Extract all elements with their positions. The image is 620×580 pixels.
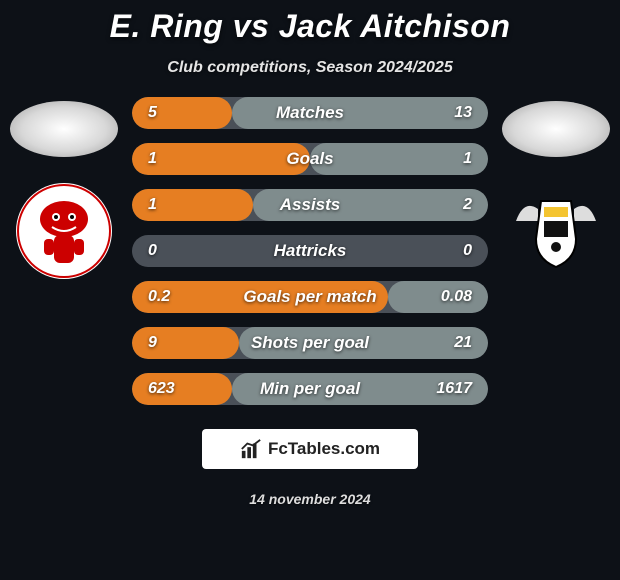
left-player-column [4, 97, 124, 281]
stat-label: Goals per match [243, 287, 376, 307]
page-title: E. Ring vs Jack Aitchison [0, 0, 620, 45]
stat-row: 623 Min per goal 1617 [132, 373, 488, 405]
stat-left-value: 0.2 [148, 288, 170, 306]
player-silhouette-left [10, 101, 118, 157]
stat-right-value: 1 [463, 150, 472, 168]
stat-label: Shots per goal [251, 333, 369, 353]
player-silhouette-right [502, 101, 610, 157]
lincoln-crest-icon [14, 181, 114, 281]
stat-bar-left [132, 143, 310, 175]
stat-row: 0.2 Goals per match 0.08 [132, 281, 488, 313]
stat-left-value: 5 [148, 104, 157, 122]
right-player-column [496, 97, 616, 281]
stat-left-value: 9 [148, 334, 157, 352]
stat-row: 5 Matches 13 [132, 97, 488, 129]
stat-label: Hattricks [274, 241, 347, 261]
stat-bar-right [310, 143, 488, 175]
date-label: 14 november 2024 [0, 491, 620, 507]
stat-bar-left [132, 373, 232, 405]
stat-left-value: 1 [148, 196, 157, 214]
page-subtitle: Club competitions, Season 2024/2025 [0, 59, 620, 77]
stat-left-value: 0 [148, 242, 157, 260]
stat-right-value: 1617 [436, 380, 472, 398]
content-layout: 5 Matches 13 1 Goals 1 1 Assists 2 0 Hat… [0, 97, 620, 405]
exeter-crest-icon [506, 181, 606, 281]
stat-row: 0 Hattricks 0 [132, 235, 488, 267]
stat-right-value: 13 [454, 104, 472, 122]
club-badge-right [506, 181, 606, 281]
stat-row: 1 Assists 2 [132, 189, 488, 221]
stat-left-value: 623 [148, 380, 175, 398]
stat-bar-right [232, 97, 488, 129]
stat-bar-left [132, 97, 232, 129]
stat-right-value: 21 [454, 334, 472, 352]
club-badge-left [14, 181, 114, 281]
brand-text: FcTables.com [268, 439, 380, 459]
brand-box[interactable]: FcTables.com [202, 429, 418, 469]
stat-label: Min per goal [260, 379, 360, 399]
stat-right-value: 0 [463, 242, 472, 260]
brand-chart-icon [240, 438, 262, 460]
stats-container: 5 Matches 13 1 Goals 1 1 Assists 2 0 Hat… [124, 97, 496, 405]
stat-label: Goals [286, 149, 333, 169]
stat-right-value: 2 [463, 196, 472, 214]
stat-left-value: 1 [148, 150, 157, 168]
stat-row: 9 Shots per goal 21 [132, 327, 488, 359]
stat-bar-right [388, 281, 488, 313]
stat-row: 1 Goals 1 [132, 143, 488, 175]
stat-right-value: 0.08 [441, 288, 472, 306]
stat-label: Assists [280, 195, 340, 215]
stat-label: Matches [276, 103, 344, 123]
